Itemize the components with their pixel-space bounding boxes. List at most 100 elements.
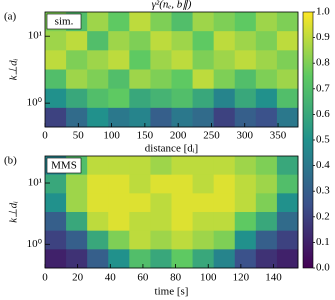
heatmap-cell — [213, 212, 236, 232]
x-tick-label: 100 — [103, 130, 120, 142]
heatmap-cell — [108, 230, 130, 250]
heatmap-cell — [255, 230, 278, 250]
heatmap-cell — [129, 249, 151, 269]
x-tick-label: 120 — [233, 272, 250, 284]
heatmap-cell — [87, 69, 109, 90]
heatmap-cell — [108, 193, 130, 213]
heatmap-cell — [276, 174, 299, 194]
heatmap-cell — [45, 174, 67, 194]
heatmap-cell — [171, 212, 193, 232]
heatmap-cell — [45, 50, 67, 70]
heatmap-cell — [213, 31, 236, 51]
x-tick-label: 50 — [73, 130, 85, 142]
heatmap-cell — [276, 249, 299, 269]
heatmap-cell — [45, 88, 67, 109]
heatmap-cell — [276, 230, 299, 250]
heatmap-cell — [87, 88, 109, 109]
colorbar-tick-label: 0.5 — [316, 134, 330, 146]
heatmap-cell — [192, 156, 215, 176]
heatmap-cell — [234, 249, 257, 269]
heatmap-cell — [129, 212, 151, 232]
heatmap-cell — [213, 156, 236, 176]
y-axis-label: k⊥dᵢ — [8, 201, 20, 223]
annotation-box — [46, 13, 82, 30]
heatmap-cell — [45, 193, 67, 213]
heatmap-cell — [213, 230, 236, 250]
heatmap-cell — [171, 69, 193, 90]
heatmap-cell — [108, 50, 130, 70]
heatmap-cell — [87, 12, 109, 32]
heatmap-cell — [108, 174, 130, 194]
x-tick-label: 140 — [265, 272, 282, 284]
heatmap-cell — [66, 31, 88, 51]
colorbar-tick-label: 0.4 — [316, 159, 330, 171]
heatmap-cell — [45, 69, 67, 90]
heatmap-cell — [87, 107, 109, 128]
heatmap-cell — [276, 193, 299, 213]
heatmap-cell — [192, 12, 215, 32]
chart-title: γ²(nₑ, b∥) — [152, 0, 192, 11]
heatmap-cell — [87, 174, 109, 194]
heatmap-cell — [108, 69, 130, 90]
heatmap-cell — [192, 107, 215, 128]
heatmap-cell — [129, 69, 151, 90]
heatmap-cell — [150, 12, 172, 32]
heatmap-cell — [66, 69, 88, 90]
heatmap-cell — [255, 88, 278, 109]
heatmap-cell — [213, 50, 236, 70]
heatmap-cell — [213, 193, 236, 213]
heatmap-cell — [192, 174, 215, 194]
heatmap-cell — [129, 107, 151, 128]
colorbar-tick-label: 0.7 — [316, 82, 330, 94]
heatmap-cell — [66, 230, 88, 250]
heatmap-cell — [255, 193, 278, 213]
heatmap-cell — [276, 88, 299, 109]
heatmap-cell — [171, 156, 193, 176]
heatmap-cell — [234, 69, 257, 90]
heatmap-cell — [150, 230, 172, 250]
plot-frame — [44, 11, 299, 128]
heatmap-cell — [129, 156, 151, 176]
heatmap-cell — [87, 156, 109, 176]
heatmap-cell — [108, 107, 130, 128]
heatmap-cell — [150, 212, 172, 232]
x-tick-label: 80 — [170, 272, 182, 284]
heatmap-cell — [45, 31, 67, 51]
colorbar-tick-label: 0.6 — [316, 108, 330, 120]
heatmap-cell — [108, 156, 130, 176]
heatmap-cell — [234, 88, 257, 109]
colorbar-tick-label: 0.9 — [316, 31, 330, 43]
heatmap-cell — [66, 50, 88, 70]
heatmap-cell — [129, 31, 151, 51]
heatmap-cell — [255, 69, 278, 90]
heatmap-cell — [276, 31, 299, 51]
x-tick-label: 200 — [170, 130, 187, 142]
heatmap-cell — [45, 249, 67, 269]
colorbar-tick-label: 0.2 — [316, 210, 330, 222]
heatmap-cell — [87, 230, 109, 250]
heatmap-cell — [108, 12, 130, 32]
heatmap-cell — [213, 69, 236, 90]
heatmap-cell — [234, 212, 257, 232]
y-tick-label: 10⁰ — [27, 97, 43, 109]
heatmap-cell — [255, 249, 278, 269]
heatmap-cell — [171, 88, 193, 109]
heatmap-cell — [129, 88, 151, 109]
annotation: MMS — [51, 160, 77, 172]
heatmap-cell — [192, 31, 215, 51]
heatmap-cell — [87, 212, 109, 232]
heatmap-cell — [255, 156, 278, 176]
colorbar-tick-label: 0.1 — [316, 236, 330, 248]
heatmap-cell — [276, 107, 299, 128]
colorbar-tick-label: 0.8 — [316, 57, 330, 69]
x-axis-label: distance [dᵢ] — [145, 143, 198, 155]
heatmap-cell — [171, 193, 193, 213]
heatmap-cell — [66, 212, 88, 232]
panel-label: (b) — [4, 155, 17, 167]
heatmap-cell — [171, 230, 193, 250]
heatmap-cell — [150, 249, 172, 269]
heatmap-cell — [171, 50, 193, 70]
heatmap-cell — [66, 193, 88, 213]
x-tick-label: 0 — [42, 130, 48, 142]
